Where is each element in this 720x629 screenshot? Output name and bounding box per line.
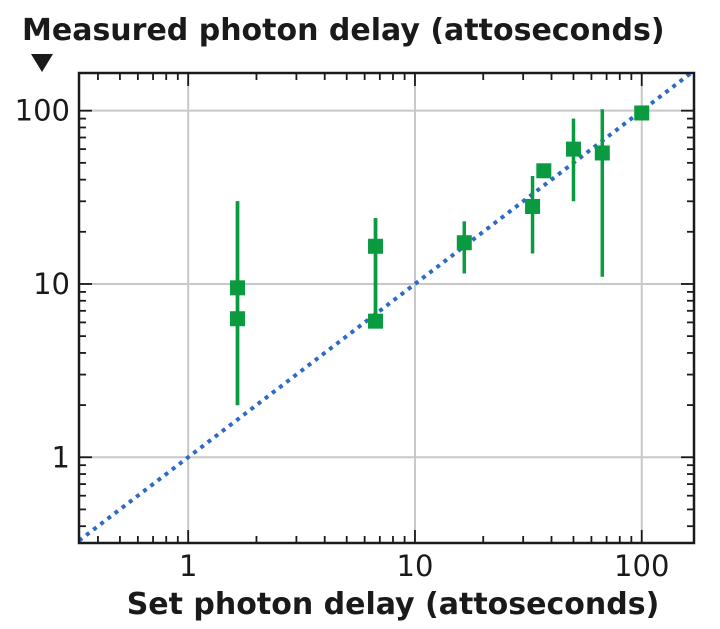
data-point [594,145,610,161]
plot-frame [77,71,696,545]
data-points [230,105,650,406]
x-axis-label: Set photon delay (attoseconds) [127,587,660,622]
x-tick-label: 10 [397,549,434,583]
grid [79,73,694,543]
reference-line [77,71,693,543]
y-axis-label: Measured photon delay (attoseconds) [22,13,665,48]
y-tick-label: 100 [15,94,70,128]
data-point [634,105,650,121]
data-point [456,235,472,251]
data-point [565,141,581,157]
data-point [525,198,541,214]
data-point [368,313,384,329]
data-point [536,163,552,179]
x-tick-labels: 1 10 100 [179,549,669,583]
x-tick-label: 1 [179,549,197,583]
y-axis-arrow-icon [31,54,53,72]
y-tick-label: 1 [52,440,70,474]
data-point [230,311,246,327]
y-tick-labels: 1 10 100 [15,94,70,475]
y-tick-label: 10 [33,267,70,301]
x-tick-label: 100 [614,549,669,583]
